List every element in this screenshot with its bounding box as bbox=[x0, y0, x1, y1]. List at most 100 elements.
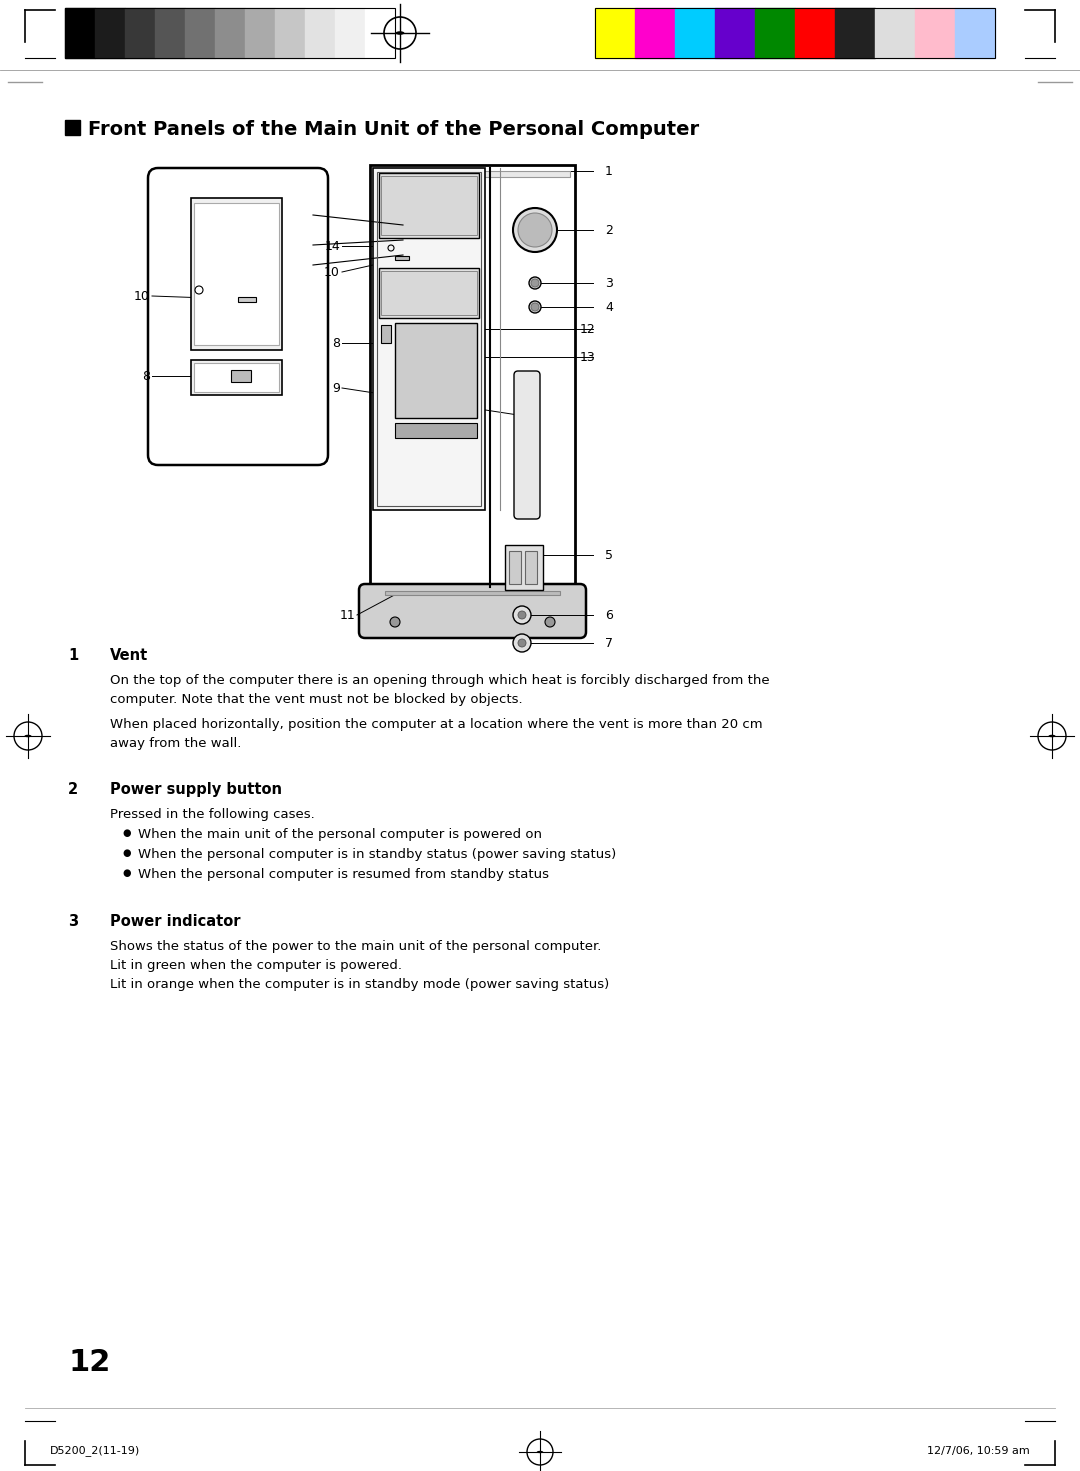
Ellipse shape bbox=[25, 734, 31, 737]
Bar bbox=[156, 7, 185, 57]
Text: Power supply button: Power supply button bbox=[110, 783, 282, 797]
Text: computer. Note that the vent must not be blocked by objects.: computer. Note that the vent must not be… bbox=[110, 693, 523, 706]
Text: 8: 8 bbox=[141, 369, 150, 382]
Bar bbox=[305, 7, 335, 57]
Text: ●: ● bbox=[122, 847, 131, 858]
Text: 12: 12 bbox=[68, 1347, 110, 1377]
Bar bbox=[191, 199, 282, 350]
Bar bbox=[375, 171, 570, 177]
Text: 12: 12 bbox=[580, 322, 596, 335]
Circle shape bbox=[529, 302, 541, 313]
FancyBboxPatch shape bbox=[359, 584, 586, 638]
Bar bbox=[373, 168, 485, 510]
Text: 1: 1 bbox=[605, 165, 612, 178]
Text: 7: 7 bbox=[605, 637, 613, 650]
Bar bbox=[875, 7, 915, 57]
Bar bbox=[95, 7, 125, 57]
Text: 2: 2 bbox=[68, 783, 78, 797]
Text: 10: 10 bbox=[324, 265, 340, 278]
Bar bbox=[370, 165, 575, 590]
Bar bbox=[377, 172, 481, 506]
Text: Pressed in the following cases.: Pressed in the following cases. bbox=[110, 808, 314, 821]
Bar bbox=[755, 7, 795, 57]
Bar bbox=[379, 268, 480, 318]
FancyBboxPatch shape bbox=[514, 371, 540, 519]
Text: ●: ● bbox=[122, 868, 131, 878]
Bar bbox=[238, 297, 256, 302]
Ellipse shape bbox=[395, 31, 404, 35]
Text: 11: 11 bbox=[339, 609, 355, 622]
Bar bbox=[245, 7, 275, 57]
Bar bbox=[395, 424, 477, 438]
Bar bbox=[715, 7, 755, 57]
Bar bbox=[65, 7, 95, 57]
Circle shape bbox=[513, 606, 531, 624]
Bar bbox=[191, 360, 282, 396]
Circle shape bbox=[518, 213, 552, 247]
Text: ●: ● bbox=[122, 828, 131, 838]
Bar bbox=[395, 256, 409, 260]
Bar bbox=[381, 325, 391, 343]
Bar bbox=[215, 7, 245, 57]
Bar bbox=[335, 7, 365, 57]
Bar bbox=[595, 7, 995, 57]
Text: 8: 8 bbox=[332, 337, 340, 350]
Ellipse shape bbox=[537, 1450, 543, 1453]
Text: 12/7/06, 10:59 am: 12/7/06, 10:59 am bbox=[928, 1446, 1030, 1456]
FancyBboxPatch shape bbox=[148, 168, 328, 465]
Bar bbox=[915, 7, 955, 57]
Text: 10: 10 bbox=[134, 290, 150, 303]
Text: Front Panels of the Main Unit of the Personal Computer: Front Panels of the Main Unit of the Per… bbox=[87, 121, 699, 138]
Bar bbox=[595, 7, 635, 57]
Bar bbox=[365, 7, 395, 57]
Text: When placed horizontally, position the computer at a location where the vent is : When placed horizontally, position the c… bbox=[110, 718, 762, 731]
Text: Lit in green when the computer is powered.: Lit in green when the computer is powere… bbox=[110, 959, 402, 972]
Circle shape bbox=[513, 207, 557, 252]
Text: Lit in orange when the computer is in standby mode (power saving status): Lit in orange when the computer is in st… bbox=[110, 978, 609, 991]
Bar bbox=[509, 552, 521, 584]
Circle shape bbox=[545, 616, 555, 627]
Text: 2: 2 bbox=[605, 224, 612, 237]
Text: 1: 1 bbox=[68, 649, 78, 663]
Bar bbox=[194, 363, 279, 391]
Circle shape bbox=[518, 638, 526, 647]
Circle shape bbox=[529, 277, 541, 288]
Text: 13: 13 bbox=[580, 350, 596, 363]
Text: 3: 3 bbox=[68, 913, 78, 930]
Bar bbox=[65, 121, 80, 135]
Circle shape bbox=[531, 303, 539, 310]
Bar bbox=[384, 591, 561, 594]
Text: When the main unit of the personal computer is powered on: When the main unit of the personal compu… bbox=[138, 828, 542, 841]
Bar bbox=[231, 371, 251, 382]
Bar bbox=[795, 7, 835, 57]
Ellipse shape bbox=[1049, 734, 1055, 737]
Bar bbox=[125, 7, 156, 57]
Text: 5: 5 bbox=[605, 549, 613, 562]
Text: 6: 6 bbox=[605, 609, 612, 622]
Bar bbox=[275, 7, 305, 57]
Text: 4: 4 bbox=[605, 300, 612, 313]
Text: When the personal computer is in standby status (power saving status): When the personal computer is in standby… bbox=[138, 847, 617, 861]
Bar bbox=[955, 7, 995, 57]
Text: 9: 9 bbox=[333, 381, 340, 394]
Text: D5200_2(11-19): D5200_2(11-19) bbox=[50, 1446, 140, 1456]
Bar bbox=[505, 544, 543, 590]
Bar bbox=[525, 552, 537, 584]
Bar bbox=[635, 7, 675, 57]
Circle shape bbox=[531, 279, 539, 287]
Text: away from the wall.: away from the wall. bbox=[110, 737, 241, 750]
Bar bbox=[185, 7, 215, 57]
Circle shape bbox=[518, 610, 526, 619]
Text: 3: 3 bbox=[605, 277, 612, 290]
Bar bbox=[835, 7, 875, 57]
Bar bbox=[395, 324, 477, 418]
Bar bbox=[381, 177, 477, 235]
Text: On the top of the computer there is an opening through which heat is forcibly di: On the top of the computer there is an o… bbox=[110, 674, 770, 687]
Bar bbox=[194, 203, 279, 346]
Circle shape bbox=[390, 616, 400, 627]
Text: When the personal computer is resumed from standby status: When the personal computer is resumed fr… bbox=[138, 868, 549, 881]
Circle shape bbox=[513, 634, 531, 652]
Bar bbox=[675, 7, 715, 57]
Text: Vent: Vent bbox=[110, 649, 148, 663]
Text: 14: 14 bbox=[324, 240, 340, 253]
